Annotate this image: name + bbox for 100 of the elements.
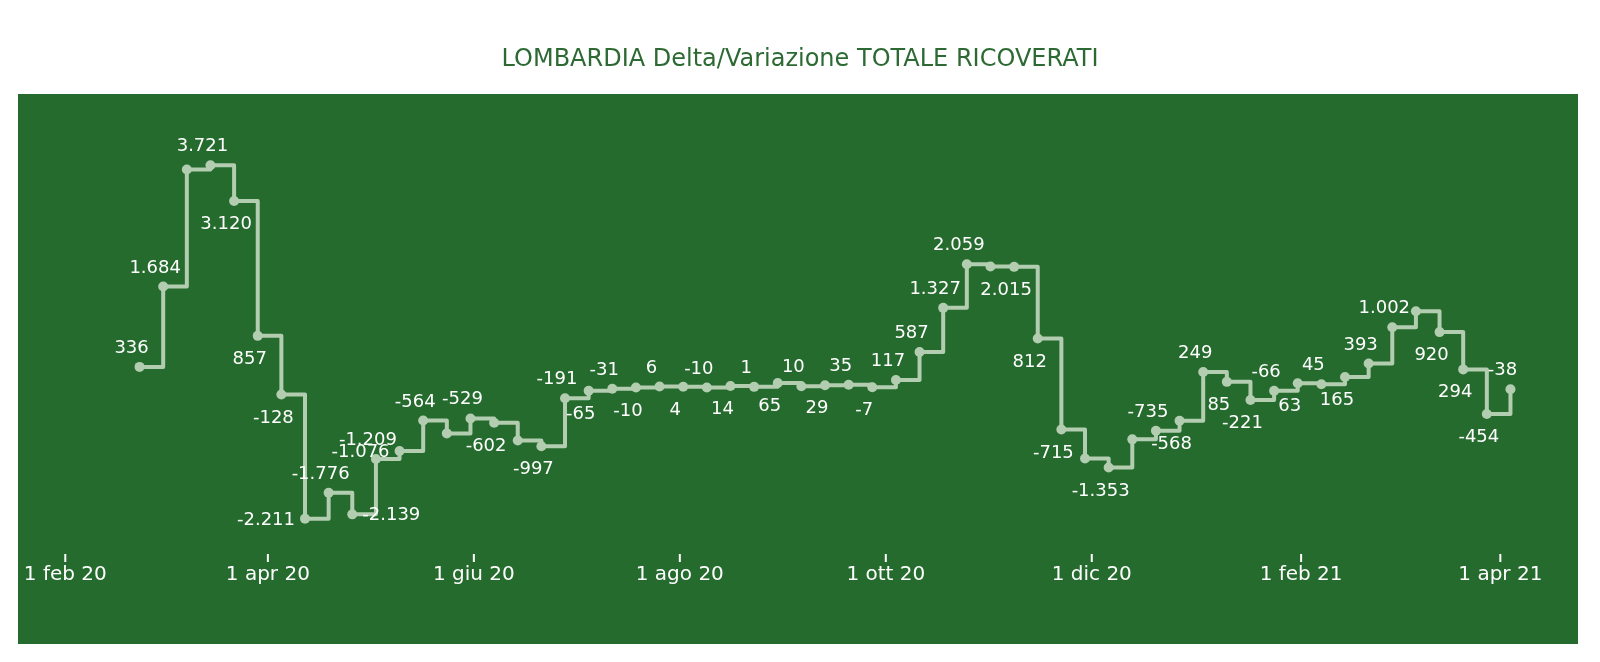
point xyxy=(678,381,689,392)
data-label: 35 xyxy=(829,353,853,375)
point xyxy=(252,330,263,341)
point xyxy=(418,415,429,426)
x-tick-label: 1 giu 20 xyxy=(432,561,515,585)
point xyxy=(654,381,665,392)
point xyxy=(1080,453,1091,464)
point xyxy=(1221,376,1232,387)
point xyxy=(1316,379,1327,390)
data-label: -65 xyxy=(565,401,596,423)
point xyxy=(181,164,192,175)
data-label: 249 xyxy=(1178,341,1213,363)
point xyxy=(1056,424,1067,435)
point xyxy=(1127,434,1138,445)
data-label: -221 xyxy=(1222,411,1263,433)
x-tick-label: 1 feb 20 xyxy=(23,561,107,585)
data-label: 6 xyxy=(645,355,658,377)
point xyxy=(890,374,901,385)
data-label: -454 xyxy=(1458,424,1500,446)
data-label: -128 xyxy=(252,405,294,427)
data-label: -2.139 xyxy=(362,503,421,525)
data-label: 587 xyxy=(894,320,929,342)
point xyxy=(1032,333,1043,344)
data-label: 4 xyxy=(669,397,681,419)
point xyxy=(347,509,358,520)
x-tick-label: 1 feb 21 xyxy=(1259,561,1343,585)
data-label: 857 xyxy=(232,346,267,368)
data-label: -715 xyxy=(1032,440,1074,462)
point xyxy=(1410,306,1421,317)
data-label: 165 xyxy=(1319,388,1355,410)
point xyxy=(489,417,500,428)
point xyxy=(1505,384,1516,395)
point xyxy=(867,382,878,393)
point xyxy=(749,381,760,392)
data-label: 1 xyxy=(740,355,752,377)
point xyxy=(607,383,618,394)
point xyxy=(300,513,311,524)
point xyxy=(205,160,216,171)
point xyxy=(323,487,334,498)
point xyxy=(1434,327,1445,338)
data-label: -564 xyxy=(394,389,436,411)
point xyxy=(1245,395,1256,406)
data-label: 85 xyxy=(1207,392,1231,414)
data-label: 336 xyxy=(114,335,149,357)
point xyxy=(1458,364,1469,375)
data-label: 393 xyxy=(1343,332,1378,354)
x-tick-label: 1 ott 20 xyxy=(846,561,926,585)
data-label: 1.684 xyxy=(129,255,181,277)
point xyxy=(465,413,476,424)
point xyxy=(158,281,169,292)
data-label: 10 xyxy=(781,355,805,377)
data-label: 1.002 xyxy=(1358,296,1411,318)
point xyxy=(938,302,949,313)
data-label: -38 xyxy=(1487,358,1518,380)
data-label: -191 xyxy=(536,367,578,389)
point xyxy=(1387,322,1398,333)
point xyxy=(1150,425,1161,436)
point xyxy=(1009,261,1020,272)
point xyxy=(914,346,925,357)
data-label: 63 xyxy=(1278,394,1302,416)
data-label: -10 xyxy=(613,398,643,420)
point xyxy=(961,259,972,270)
data-label: 117 xyxy=(870,348,906,370)
data-label: 920 xyxy=(1414,343,1449,365)
point xyxy=(134,361,145,372)
data-label: 2.015 xyxy=(980,277,1032,299)
x-tick-label: 1 apr 21 xyxy=(1458,561,1543,585)
point xyxy=(820,380,831,391)
x-tick-label: 1 dic 20 xyxy=(1051,561,1132,585)
data-label: 1.327 xyxy=(909,276,961,298)
data-label: 14 xyxy=(711,397,734,419)
data-label: 45 xyxy=(1301,353,1325,375)
x-tick-label: 1 apr 20 xyxy=(225,561,310,585)
point xyxy=(630,382,641,393)
point xyxy=(1269,385,1280,396)
data-label: -10 xyxy=(684,356,714,378)
point xyxy=(536,441,547,452)
data-label: 812 xyxy=(1012,349,1047,371)
point xyxy=(394,446,405,457)
data-label: 2.059 xyxy=(933,233,985,255)
x-tick-label: 1 ago 20 xyxy=(635,561,724,585)
point xyxy=(229,196,240,207)
point xyxy=(1481,408,1492,419)
data-label: -568 xyxy=(1151,431,1192,453)
point xyxy=(725,381,736,392)
point xyxy=(583,385,594,396)
point xyxy=(701,382,712,393)
data-label: -735 xyxy=(1127,399,1169,421)
data-label: 294 xyxy=(1438,380,1473,402)
data-label: 3.721 xyxy=(176,134,229,156)
data-label: -66 xyxy=(1251,359,1281,381)
point xyxy=(772,378,783,389)
point xyxy=(796,381,807,392)
data-label: 65 xyxy=(758,394,782,416)
point xyxy=(512,435,523,446)
data-label: 29 xyxy=(805,396,829,418)
point xyxy=(441,428,452,439)
data-label: -602 xyxy=(465,433,507,455)
data-label: -7 xyxy=(855,398,874,420)
chart-title: LOMBARDIA Delta/Variazione TOTALE RICOVERATI xyxy=(500,43,1100,74)
